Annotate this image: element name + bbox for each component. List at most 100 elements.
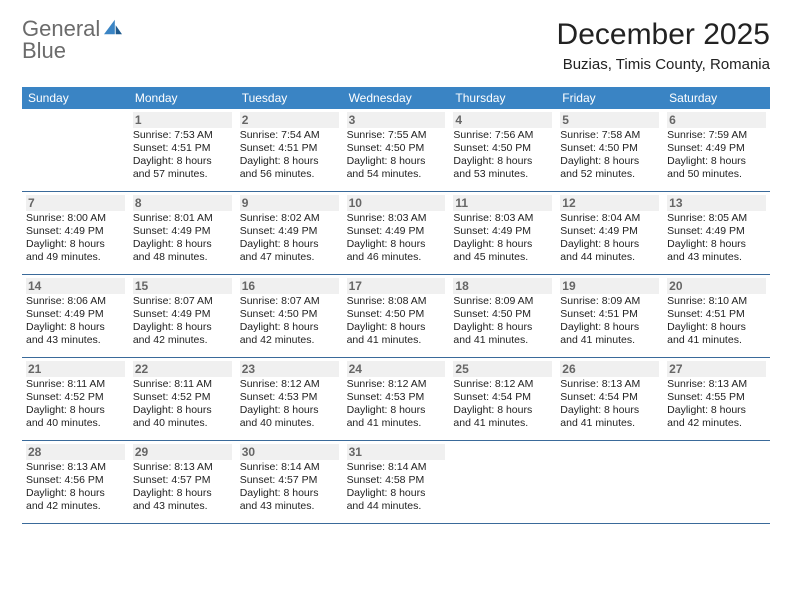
sunset-text: Sunset: 4:49 PM bbox=[133, 308, 232, 321]
day-header: Friday bbox=[556, 87, 663, 109]
day-number: 18 bbox=[453, 278, 552, 294]
sunrise-text: Sunrise: 8:01 AM bbox=[133, 212, 232, 225]
day-number: 29 bbox=[133, 444, 232, 460]
daylight-text: Daylight: 8 hours and 40 minutes. bbox=[26, 404, 125, 430]
sunrise-text: Sunrise: 8:04 AM bbox=[560, 212, 659, 225]
sunrise-text: Sunrise: 8:12 AM bbox=[240, 378, 339, 391]
daylight-text: Daylight: 8 hours and 44 minutes. bbox=[347, 487, 446, 513]
sunset-text: Sunset: 4:57 PM bbox=[240, 474, 339, 487]
day-header: Thursday bbox=[449, 87, 556, 109]
day-number: 23 bbox=[240, 361, 339, 377]
day-cell: 19Sunrise: 8:09 AMSunset: 4:51 PMDayligh… bbox=[556, 275, 663, 357]
week-row: 28Sunrise: 8:13 AMSunset: 4:56 PMDayligh… bbox=[22, 441, 770, 524]
sunrise-text: Sunrise: 8:07 AM bbox=[133, 295, 232, 308]
day-cell: 11Sunrise: 8:03 AMSunset: 4:49 PMDayligh… bbox=[449, 192, 556, 274]
day-number: 7 bbox=[26, 195, 125, 211]
sunrise-text: Sunrise: 8:09 AM bbox=[453, 295, 552, 308]
day-cell: 28Sunrise: 8:13 AMSunset: 4:56 PMDayligh… bbox=[22, 441, 129, 523]
day-number: 10 bbox=[347, 195, 446, 211]
page-header: General Blue December 2025 Buzias, Timis… bbox=[22, 18, 770, 73]
sunrise-text: Sunrise: 8:14 AM bbox=[240, 461, 339, 474]
sunset-text: Sunset: 4:49 PM bbox=[133, 225, 232, 238]
logo-word-2: Blue bbox=[22, 40, 124, 62]
day-cell: 29Sunrise: 8:13 AMSunset: 4:57 PMDayligh… bbox=[129, 441, 236, 523]
daylight-text: Daylight: 8 hours and 41 minutes. bbox=[560, 404, 659, 430]
day-number: 3 bbox=[347, 112, 446, 128]
daylight-text: Daylight: 8 hours and 47 minutes. bbox=[240, 238, 339, 264]
day-number: 6 bbox=[667, 112, 766, 128]
sunrise-text: Sunrise: 8:12 AM bbox=[347, 378, 446, 391]
sunset-text: Sunset: 4:49 PM bbox=[453, 225, 552, 238]
daylight-text: Daylight: 8 hours and 43 minutes. bbox=[26, 321, 125, 347]
sunrise-text: Sunrise: 7:55 AM bbox=[347, 129, 446, 142]
day-number: 13 bbox=[667, 195, 766, 211]
daylight-text: Daylight: 8 hours and 42 minutes. bbox=[133, 321, 232, 347]
day-cell bbox=[449, 441, 556, 523]
day-header: Monday bbox=[129, 87, 236, 109]
day-header: Sunday bbox=[22, 87, 129, 109]
day-number: 4 bbox=[453, 112, 552, 128]
day-number: 22 bbox=[133, 361, 232, 377]
daylight-text: Daylight: 8 hours and 44 minutes. bbox=[560, 238, 659, 264]
daylight-text: Daylight: 8 hours and 40 minutes. bbox=[133, 404, 232, 430]
day-cell: 31Sunrise: 8:14 AMSunset: 4:58 PMDayligh… bbox=[343, 441, 450, 523]
sunset-text: Sunset: 4:54 PM bbox=[453, 391, 552, 404]
sunset-text: Sunset: 4:49 PM bbox=[26, 225, 125, 238]
sunrise-text: Sunrise: 8:00 AM bbox=[26, 212, 125, 225]
day-cell: 13Sunrise: 8:05 AMSunset: 4:49 PMDayligh… bbox=[663, 192, 770, 274]
sunrise-text: Sunrise: 7:56 AM bbox=[453, 129, 552, 142]
day-cell: 12Sunrise: 8:04 AMSunset: 4:49 PMDayligh… bbox=[556, 192, 663, 274]
day-cell: 2Sunrise: 7:54 AMSunset: 4:51 PMDaylight… bbox=[236, 109, 343, 191]
day-cell: 18Sunrise: 8:09 AMSunset: 4:50 PMDayligh… bbox=[449, 275, 556, 357]
day-number: 31 bbox=[347, 444, 446, 460]
sunset-text: Sunset: 4:50 PM bbox=[453, 308, 552, 321]
sunset-text: Sunset: 4:51 PM bbox=[667, 308, 766, 321]
sunset-text: Sunset: 4:56 PM bbox=[26, 474, 125, 487]
week-row: 7Sunrise: 8:00 AMSunset: 4:49 PMDaylight… bbox=[22, 192, 770, 275]
day-cell bbox=[663, 441, 770, 523]
sunset-text: Sunset: 4:55 PM bbox=[667, 391, 766, 404]
day-number: 28 bbox=[26, 444, 125, 460]
location-text: Buzias, Timis County, Romania bbox=[557, 56, 770, 73]
day-number: 30 bbox=[240, 444, 339, 460]
day-cell: 1Sunrise: 7:53 AMSunset: 4:51 PMDaylight… bbox=[129, 109, 236, 191]
day-number: 5 bbox=[560, 112, 659, 128]
sunset-text: Sunset: 4:49 PM bbox=[240, 225, 339, 238]
day-cell: 20Sunrise: 8:10 AMSunset: 4:51 PMDayligh… bbox=[663, 275, 770, 357]
weeks-container: 1Sunrise: 7:53 AMSunset: 4:51 PMDaylight… bbox=[22, 109, 770, 524]
day-cell: 23Sunrise: 8:12 AMSunset: 4:53 PMDayligh… bbox=[236, 358, 343, 440]
sunset-text: Sunset: 4:49 PM bbox=[26, 308, 125, 321]
daylight-text: Daylight: 8 hours and 42 minutes. bbox=[667, 404, 766, 430]
daylight-text: Daylight: 8 hours and 50 minutes. bbox=[667, 155, 766, 181]
day-number: 17 bbox=[347, 278, 446, 294]
day-header: Tuesday bbox=[236, 87, 343, 109]
day-cell bbox=[556, 441, 663, 523]
day-number: 26 bbox=[560, 361, 659, 377]
day-number: 20 bbox=[667, 278, 766, 294]
brand-logo: General Blue bbox=[22, 18, 124, 62]
day-cell: 10Sunrise: 8:03 AMSunset: 4:49 PMDayligh… bbox=[343, 192, 450, 274]
sunset-text: Sunset: 4:50 PM bbox=[347, 308, 446, 321]
day-number: 16 bbox=[240, 278, 339, 294]
day-header: Wednesday bbox=[343, 87, 450, 109]
day-header: Saturday bbox=[663, 87, 770, 109]
day-cell: 25Sunrise: 8:12 AMSunset: 4:54 PMDayligh… bbox=[449, 358, 556, 440]
daylight-text: Daylight: 8 hours and 43 minutes. bbox=[133, 487, 232, 513]
sunset-text: Sunset: 4:49 PM bbox=[560, 225, 659, 238]
day-number: 19 bbox=[560, 278, 659, 294]
sunset-text: Sunset: 4:50 PM bbox=[560, 142, 659, 155]
day-cell: 6Sunrise: 7:59 AMSunset: 4:49 PMDaylight… bbox=[663, 109, 770, 191]
day-number: 14 bbox=[26, 278, 125, 294]
daylight-text: Daylight: 8 hours and 48 minutes. bbox=[133, 238, 232, 264]
sunrise-text: Sunrise: 8:09 AM bbox=[560, 295, 659, 308]
day-cell: 5Sunrise: 7:58 AMSunset: 4:50 PMDaylight… bbox=[556, 109, 663, 191]
sunrise-text: Sunrise: 7:54 AM bbox=[240, 129, 339, 142]
daylight-text: Daylight: 8 hours and 57 minutes. bbox=[133, 155, 232, 181]
sunrise-text: Sunrise: 7:58 AM bbox=[560, 129, 659, 142]
sunrise-text: Sunrise: 7:53 AM bbox=[133, 129, 232, 142]
week-row: 21Sunrise: 8:11 AMSunset: 4:52 PMDayligh… bbox=[22, 358, 770, 441]
daylight-text: Daylight: 8 hours and 54 minutes. bbox=[347, 155, 446, 181]
day-cell: 4Sunrise: 7:56 AMSunset: 4:50 PMDaylight… bbox=[449, 109, 556, 191]
sunrise-text: Sunrise: 8:06 AM bbox=[26, 295, 125, 308]
daylight-text: Daylight: 8 hours and 41 minutes. bbox=[667, 321, 766, 347]
